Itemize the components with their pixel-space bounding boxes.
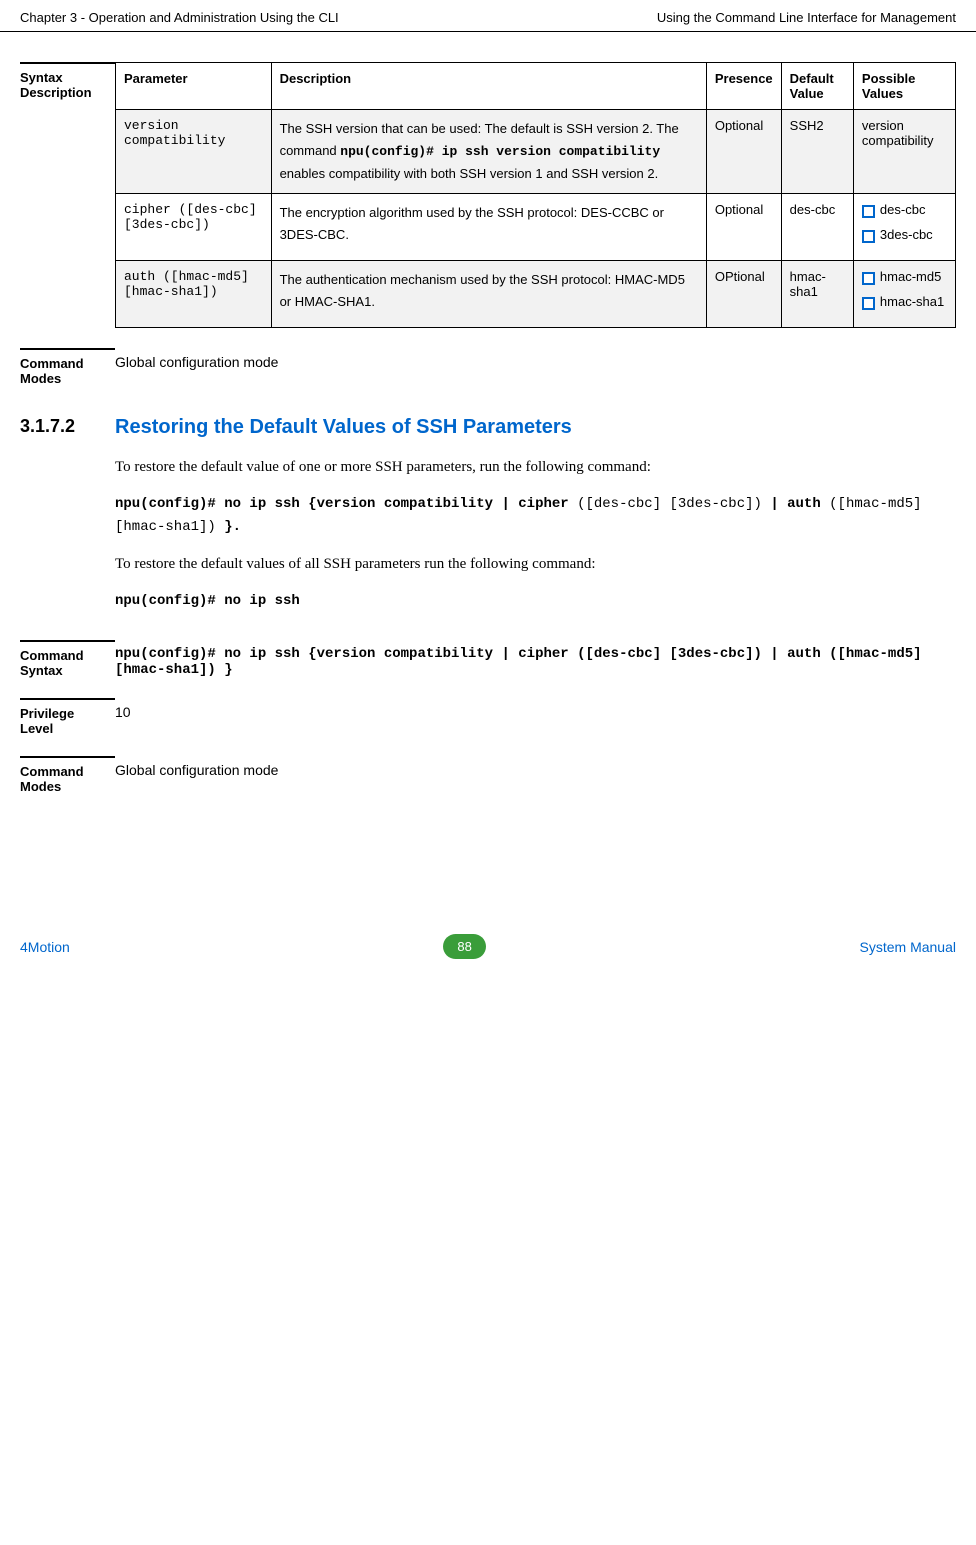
desc-post: enables compatibility with both SSH vers… xyxy=(280,166,659,181)
command-modes-label-2: Command Modes xyxy=(20,756,115,794)
table-header-row: Parameter Description Presence Default V… xyxy=(116,63,956,110)
page-content: Syntax Description Parameter Description… xyxy=(0,32,976,794)
cmd-part: | auth xyxy=(762,496,829,512)
list-item: hmac-sha1 xyxy=(862,294,947,309)
cell-default: SSH2 xyxy=(781,110,853,194)
cell-param: version compatibility xyxy=(116,110,272,194)
cell-default: des-cbc xyxy=(781,194,853,261)
header-right: Using the Command Line Interface for Man… xyxy=(657,10,956,25)
body-paragraph: To restore the default value of one or m… xyxy=(115,455,956,479)
cell-default: hmac-sha1 xyxy=(781,261,853,328)
cell-presence: Optional xyxy=(706,194,781,261)
cell-desc: The encryption algorithm used by the SSH… xyxy=(271,194,706,261)
command-block: npu(config)# no ip ssh xyxy=(115,590,956,612)
col-default: Default Value xyxy=(781,63,853,110)
command-modes-value-2: Global configuration mode xyxy=(115,756,956,794)
cell-presence: Optional xyxy=(706,110,781,194)
command-modes-label: Command Modes xyxy=(20,348,115,386)
command-modes-value: Global configuration mode xyxy=(115,348,956,386)
cell-param: auth ([hmac-md5] [hmac-sha1]) xyxy=(116,261,272,328)
col-possible: Possible Values xyxy=(853,63,955,110)
privilege-level-value: 10 xyxy=(115,698,956,736)
page-number-badge: 88 xyxy=(443,934,485,959)
section-number: 3.1.7.2 xyxy=(20,416,115,439)
table-row: version compatibility The SSH version th… xyxy=(116,110,956,194)
list-item: hmac-md5 xyxy=(862,269,947,284)
list-item: 3des-cbc xyxy=(862,227,947,242)
cell-desc: The authentication mechanism used by the… xyxy=(271,261,706,328)
syntax-description-label: Syntax Description xyxy=(20,62,115,328)
command-modes-section-2: Command Modes Global configuration mode xyxy=(20,756,956,794)
cell-possible: hmac-md5 hmac-sha1 xyxy=(853,261,955,328)
footer-right: System Manual xyxy=(860,939,956,955)
syntax-description-section: Syntax Description Parameter Description… xyxy=(20,62,956,328)
privilege-level-label: Privilege Level xyxy=(20,698,115,736)
cell-presence: OPtional xyxy=(706,261,781,328)
command-syntax-label: Command Syntax xyxy=(20,640,115,678)
cmd-part: ([des-cbc] [3des-cbc]) xyxy=(577,496,762,512)
header-left: Chapter 3 - Operation and Administration… xyxy=(20,10,339,25)
cell-param: cipher ([des-cbc] [3des-cbc]) xyxy=(116,194,272,261)
table-row: auth ([hmac-md5] [hmac-sha1]) The authen… xyxy=(116,261,956,328)
command-modes-section: Command Modes Global configuration mode xyxy=(20,348,956,386)
col-description: Description xyxy=(271,63,706,110)
col-presence: Presence xyxy=(706,63,781,110)
footer-left: 4Motion xyxy=(20,939,70,955)
cell-possible: version compatibility xyxy=(853,110,955,194)
section-heading: 3.1.7.2 Restoring the Default Values of … xyxy=(20,416,956,439)
table-row: cipher ([des-cbc] [3des-cbc]) The encryp… xyxy=(116,194,956,261)
cmd-part: }. xyxy=(216,519,241,535)
command-syntax-section: Command Syntax npu(config)# no ip ssh {v… xyxy=(20,640,956,678)
col-parameter: Parameter xyxy=(116,63,272,110)
cell-desc: The SSH version that can be used: The de… xyxy=(271,110,706,194)
cell-possible: des-cbc 3des-cbc xyxy=(853,194,955,261)
possible-list: hmac-md5 hmac-sha1 xyxy=(862,269,947,309)
page-header: Chapter 3 - Operation and Administration… xyxy=(0,0,976,32)
body-paragraph: To restore the default values of all SSH… xyxy=(115,552,956,576)
syntax-params-table: Parameter Description Presence Default V… xyxy=(115,62,956,328)
privilege-level-section: Privilege Level 10 xyxy=(20,698,956,736)
list-item: des-cbc xyxy=(862,202,947,217)
possible-list: des-cbc 3des-cbc xyxy=(862,202,947,242)
cmd-part: npu(config)# no ip ssh {version compatib… xyxy=(115,496,577,512)
desc-cmd: npu(config)# ip ssh version compatibilit… xyxy=(340,144,660,159)
section-title: Restoring the Default Values of SSH Para… xyxy=(115,416,572,439)
command-block: npu(config)# no ip ssh {version compatib… xyxy=(115,493,956,538)
command-syntax-value: npu(config)# no ip ssh {version compatib… xyxy=(115,640,956,678)
syntax-description-body: Parameter Description Presence Default V… xyxy=(115,62,956,328)
page-footer: 4Motion 88 System Manual xyxy=(0,934,976,979)
